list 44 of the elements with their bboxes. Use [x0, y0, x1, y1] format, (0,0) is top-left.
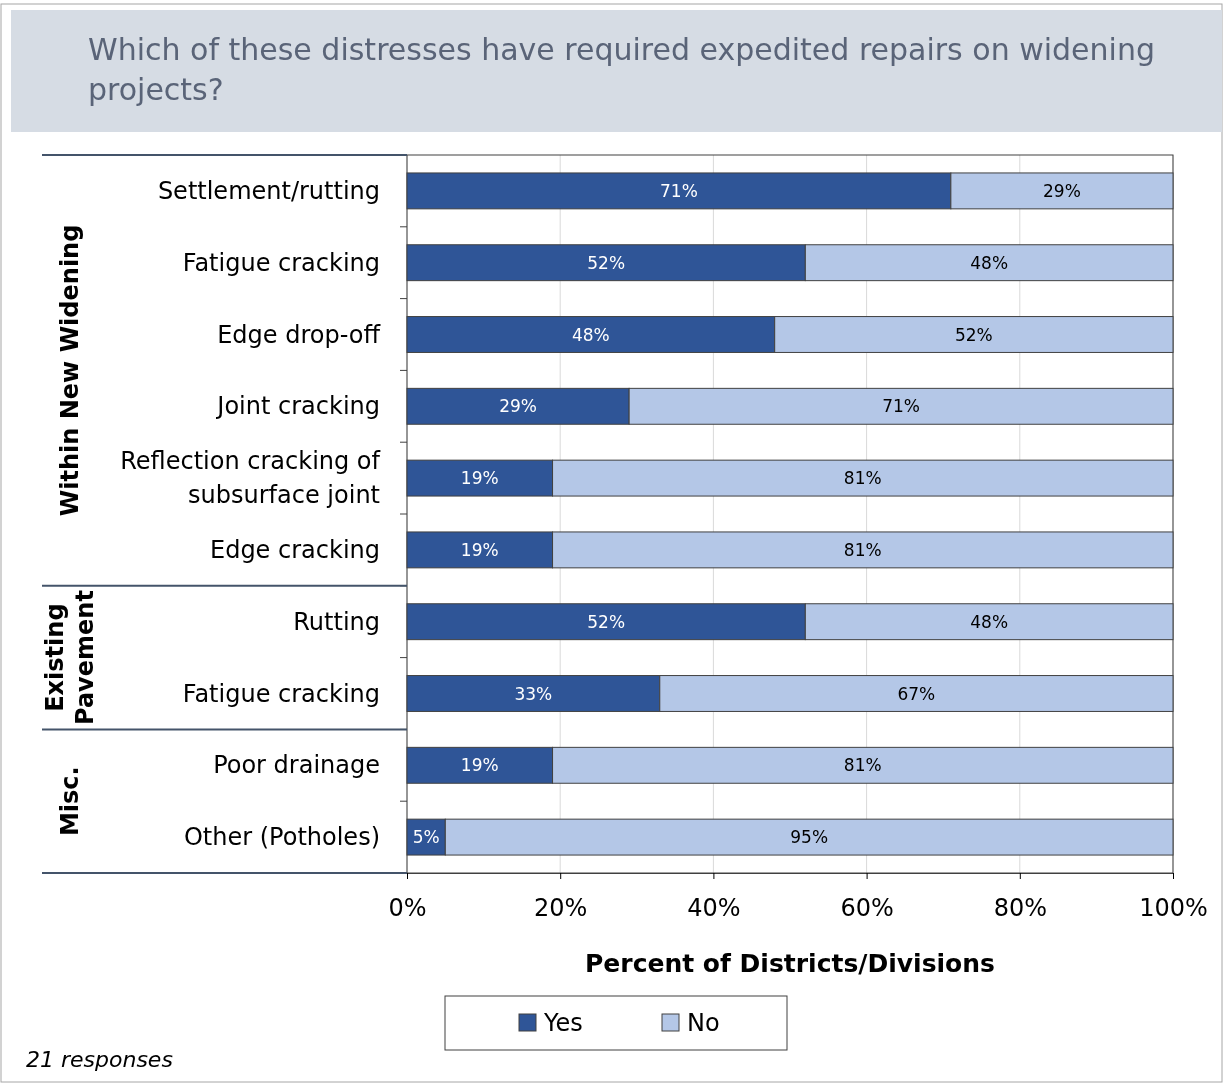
chart-title: Which of these distresses have required expedited repairs on widening projects? [88, 32, 1155, 107]
text: Existing Pavement [41, 590, 99, 726]
x-tick-label: 0% [388, 893, 427, 922]
data-label: 19% [460, 468, 499, 489]
data-label: 71% [882, 396, 920, 417]
y-tick-label: Edge drop-off [217, 320, 381, 349]
data-label: 95% [790, 827, 829, 848]
x-tick-label: 60% [840, 893, 894, 922]
y-tick-label: Rutting [293, 607, 380, 636]
data-label: 52% [587, 611, 626, 632]
y-tick-label: Settlement/rutting [157, 176, 380, 205]
legend-label: Yes [543, 1009, 583, 1037]
legend-label: No [687, 1009, 720, 1037]
data-label: 52% [954, 324, 993, 345]
data-label: 71% [660, 180, 698, 201]
data-label: 33% [514, 683, 553, 704]
data-label: 5% [412, 827, 440, 848]
x-tick-label: 20% [534, 893, 588, 922]
text: 21 responses [26, 1047, 173, 1072]
data-label: 19% [460, 755, 499, 776]
data-label: 81% [843, 755, 882, 776]
text: Misc. [56, 766, 84, 837]
y-tick-label: Edge cracking [209, 535, 380, 564]
text: Within New Widening [56, 224, 84, 517]
data-label: 48% [571, 324, 610, 345]
data-label: 81% [843, 468, 882, 489]
y-tick-label: Other (Potholes) [183, 823, 380, 852]
y-tick-label: Fatigue cracking [182, 679, 380, 708]
data-label: 19% [460, 539, 499, 560]
data-label: 52% [587, 252, 626, 273]
y-tick-label: Poor drainage [213, 751, 380, 780]
x-tick-label: 40% [687, 893, 741, 922]
x-tick-label: 100% [1139, 893, 1208, 922]
data-label: 48% [970, 611, 1009, 632]
y-tick-label: Fatigue cracking [182, 248, 380, 277]
data-label: 29% [499, 396, 537, 417]
data-label: 67% [897, 683, 936, 704]
y-tick-label: Joint cracking [215, 392, 380, 421]
y-tick-label: Reflection cracking of subsurface joint [120, 447, 381, 510]
x-tick-label: 80% [993, 893, 1047, 922]
data-label: 81% [843, 539, 882, 560]
data-label: 48% [970, 252, 1009, 273]
x-axis-title: Percent of Districts/Divisions [585, 949, 995, 978]
data-label: 29% [1043, 180, 1081, 201]
